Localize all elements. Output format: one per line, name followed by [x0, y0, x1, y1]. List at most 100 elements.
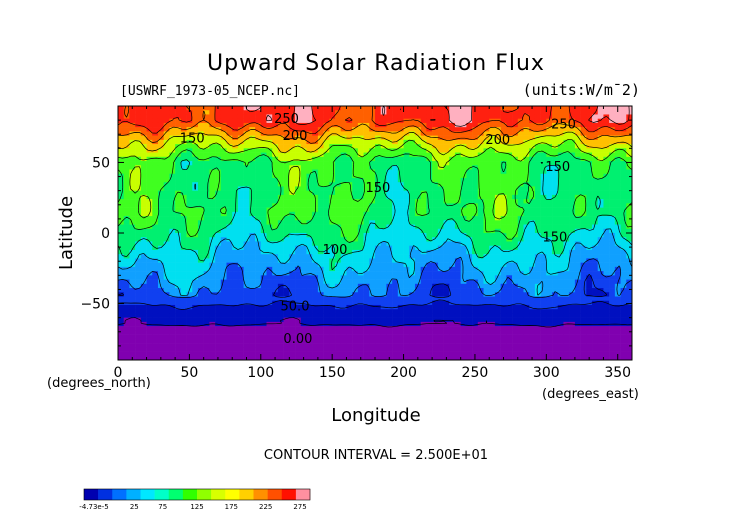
field-cell	[289, 321, 296, 327]
field-cell	[152, 275, 159, 280]
field-cell	[323, 110, 330, 115]
field-cell	[506, 106, 513, 111]
field-cell	[477, 271, 484, 276]
field-cell	[609, 122, 616, 128]
field-cell	[512, 144, 519, 149]
field-cell	[237, 241, 244, 246]
field-cell	[409, 271, 416, 276]
field-cell	[460, 326, 467, 331]
field-cell	[609, 228, 616, 234]
field-cell	[443, 186, 450, 191]
field-cell	[397, 258, 404, 263]
field-cell	[460, 203, 467, 208]
field-cell	[312, 224, 319, 230]
field-cell	[397, 148, 404, 153]
field-cell	[466, 161, 473, 166]
field-cell	[289, 326, 296, 331]
field-cell	[203, 271, 210, 276]
field-cell	[272, 135, 279, 141]
field-cell	[375, 127, 382, 132]
field-cell	[380, 127, 387, 132]
field-cell	[512, 211, 519, 217]
field-cell	[226, 283, 233, 289]
field-cell	[534, 144, 541, 149]
field-cell	[512, 148, 519, 153]
field-cell	[466, 300, 473, 306]
field-cell	[386, 313, 393, 318]
field-cell	[232, 266, 239, 272]
field-cell	[340, 279, 347, 285]
field-cell	[534, 313, 541, 318]
field-cell	[180, 169, 187, 175]
field-cell	[335, 317, 342, 323]
field-cell	[426, 122, 433, 128]
field-cell	[135, 296, 142, 302]
field-cell	[574, 211, 581, 217]
field-cell	[163, 122, 170, 128]
field-cell	[118, 279, 125, 285]
field-cell	[157, 152, 164, 158]
field-cell	[409, 304, 416, 310]
field-cell	[403, 304, 410, 310]
field-cell	[272, 254, 279, 259]
field-cell	[540, 271, 547, 276]
field-cell	[489, 173, 496, 179]
field-cell	[512, 283, 519, 289]
field-cell	[215, 233, 222, 238]
field-cell	[414, 313, 421, 318]
field-cell	[220, 194, 227, 200]
field-cell	[489, 203, 496, 208]
field-cell	[620, 106, 627, 111]
field-cell	[386, 309, 393, 314]
field-cell	[283, 177, 290, 183]
field-cell	[380, 224, 387, 230]
field-cell	[289, 271, 296, 276]
field-cell	[420, 241, 427, 246]
field-cell	[226, 288, 233, 293]
field-cell	[180, 288, 187, 293]
field-cell	[506, 254, 513, 259]
field-cell	[483, 233, 490, 238]
field-cell	[135, 279, 142, 285]
field-cell	[157, 118, 164, 124]
field-cell	[472, 207, 479, 213]
field-cell	[249, 144, 256, 149]
field-cell	[129, 317, 136, 323]
field-cell	[609, 249, 616, 255]
field-cell	[277, 321, 284, 327]
field-cell	[517, 245, 524, 251]
field-cell	[135, 144, 142, 149]
field-cell	[603, 165, 610, 170]
field-cell	[317, 254, 324, 259]
field-cell	[449, 152, 456, 158]
field-cell	[260, 127, 267, 132]
field-cell	[317, 309, 324, 314]
field-cell	[386, 190, 393, 196]
field-cell	[409, 317, 416, 323]
field-cell	[317, 245, 324, 251]
field-cell	[506, 211, 513, 217]
field-cell	[609, 224, 616, 230]
field-cell	[626, 156, 632, 162]
field-cell	[540, 334, 547, 340]
field-cell	[603, 249, 610, 255]
field-cell	[340, 266, 347, 272]
field-cell	[426, 118, 433, 124]
field-cell	[135, 211, 142, 217]
field-cell	[460, 118, 467, 124]
field-cell	[186, 330, 193, 335]
field-cell	[494, 283, 501, 289]
field-cell	[477, 330, 484, 335]
field-cell	[500, 254, 507, 259]
field-cell	[203, 266, 210, 272]
field-cell	[500, 216, 507, 221]
field-cell	[483, 262, 490, 268]
field-cell	[369, 177, 376, 183]
field-cell	[369, 131, 376, 136]
field-cell	[409, 258, 416, 263]
field-cell	[346, 275, 353, 280]
field-cell	[460, 258, 467, 263]
field-cell	[517, 334, 524, 340]
field-cell	[152, 254, 159, 259]
field-cell	[146, 203, 153, 208]
